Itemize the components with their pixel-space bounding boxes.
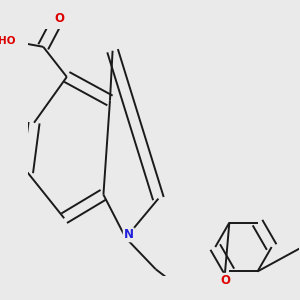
Text: HO: HO — [0, 36, 15, 46]
Text: O: O — [54, 12, 64, 26]
Text: O: O — [221, 274, 231, 287]
Text: N: N — [124, 228, 134, 242]
